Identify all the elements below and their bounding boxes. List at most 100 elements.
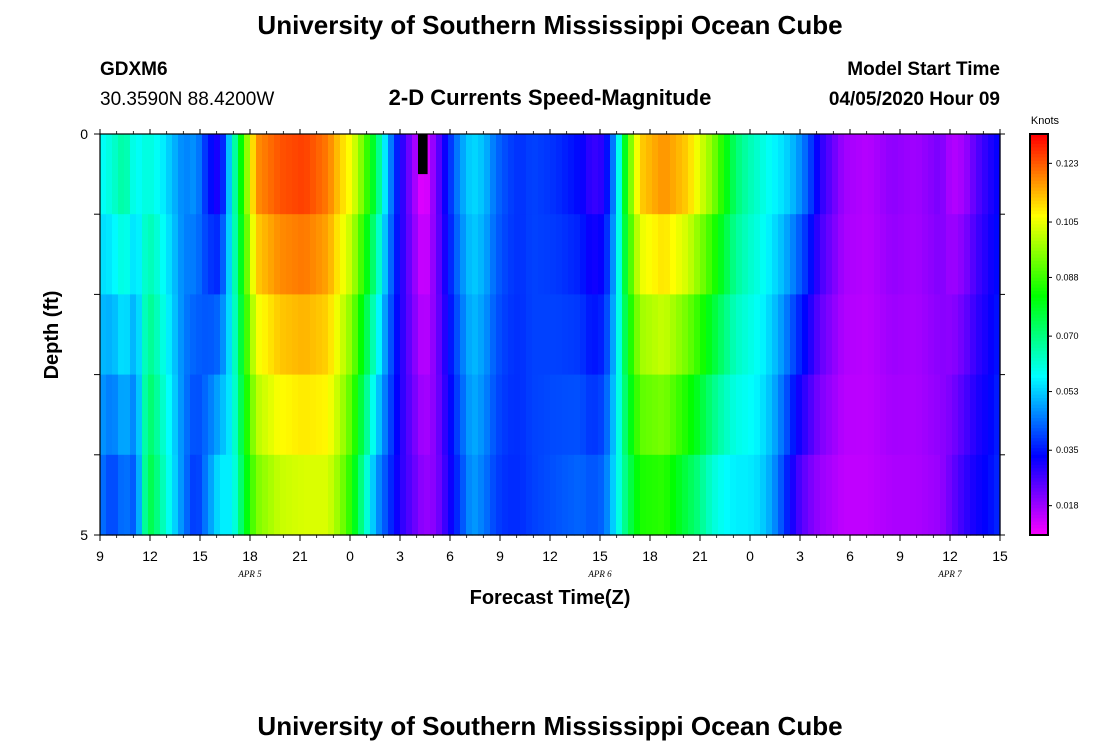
legend-swatch	[1030, 197, 1048, 202]
heatmap-cell	[412, 294, 419, 376]
heatmap-cell	[406, 374, 413, 456]
heatmap-cell	[880, 374, 887, 456]
heatmap-cell	[874, 214, 881, 295]
heatmap-cell	[808, 214, 815, 295]
heatmap-cell	[526, 454, 533, 536]
legend-swatch	[1030, 154, 1048, 159]
heatmap-cell	[130, 454, 137, 536]
heatmap-cell	[718, 454, 725, 536]
heatmap-cell	[838, 134, 845, 215]
heatmap-cell	[886, 134, 893, 215]
heatmap-cell	[898, 294, 905, 376]
heatmap-cell	[466, 294, 473, 376]
heatmap-cell	[424, 134, 431, 215]
heatmap-cell	[388, 454, 395, 536]
heatmap-cell	[994, 294, 1001, 376]
legend-swatch	[1030, 498, 1048, 503]
heatmap-cell	[904, 374, 911, 456]
heatmap-cell	[820, 214, 827, 295]
heatmap-cell	[400, 134, 407, 215]
legend-swatch	[1030, 150, 1048, 155]
date-label: APR 5	[237, 569, 262, 579]
legend-swatch	[1030, 521, 1048, 526]
heatmap-cell	[262, 214, 269, 295]
legend-swatch	[1030, 264, 1048, 269]
heatmap-cell	[250, 374, 257, 456]
heatmap-cell	[202, 294, 209, 376]
heatmap-cell	[316, 294, 323, 376]
heatmap-cell	[310, 134, 317, 215]
heatmap-cell	[670, 294, 677, 376]
heatmap-cell	[784, 294, 791, 376]
heatmap-cell	[118, 294, 125, 376]
legend-swatch	[1030, 428, 1048, 433]
heatmap-cell	[814, 294, 821, 376]
heatmap-cell	[616, 454, 623, 536]
heatmap-cell	[154, 454, 161, 536]
heatmap-cell	[244, 294, 251, 376]
heatmap-cell	[622, 134, 629, 215]
heatmap-cell	[244, 134, 251, 215]
heatmap-cell	[478, 294, 485, 376]
heatmap-cell	[826, 454, 833, 536]
heatmap-cell	[160, 454, 167, 536]
legend-swatch	[1030, 327, 1048, 332]
heatmap-cell	[904, 294, 911, 376]
heatmap-cell	[154, 134, 161, 215]
heatmap-cell	[268, 294, 275, 376]
heatmap-cell	[106, 294, 113, 376]
heatmap-cell	[778, 374, 785, 456]
heatmap-cell	[316, 214, 323, 295]
heatmap-cell	[628, 454, 635, 536]
heatmap-cell	[106, 374, 113, 456]
heatmap-cell	[712, 134, 719, 215]
heatmap-cell	[112, 454, 119, 536]
heatmap-cell	[994, 454, 1001, 536]
heatmap-cell	[976, 374, 983, 456]
heatmap-cell	[790, 454, 797, 536]
heatmap-cell	[190, 134, 197, 215]
heatmap-cell	[598, 374, 605, 456]
heatmap-cell	[616, 374, 623, 456]
heatmap-cell	[346, 214, 353, 295]
heatmap-cell	[532, 294, 539, 376]
legend-tick-label: 0.018	[1056, 501, 1079, 511]
legend-swatch	[1030, 321, 1048, 326]
heatmap-cell	[946, 134, 953, 215]
heatmap-cell	[730, 454, 737, 536]
heatmap-cell	[862, 454, 869, 536]
heatmap-cell	[358, 214, 365, 295]
heatmap-cell	[286, 134, 293, 215]
heatmap-cell	[706, 294, 713, 376]
station-id: GDXM6	[100, 59, 168, 80]
heatmap-cell	[226, 294, 233, 376]
heatmap-cell	[130, 214, 137, 295]
heatmap-cell	[880, 134, 887, 215]
heatmap-cell	[172, 454, 179, 536]
heatmap-cell	[214, 134, 221, 215]
heatmap-cell	[958, 214, 965, 295]
heatmap-cell	[184, 214, 191, 295]
heatmap-cell	[478, 134, 485, 215]
heatmap-cell	[430, 454, 437, 536]
heatmap-cell	[304, 454, 311, 536]
heatmap-cell	[706, 374, 713, 456]
heatmap-cell	[412, 454, 419, 536]
heatmap-cell	[886, 294, 893, 376]
legend-swatch	[1030, 381, 1048, 386]
legend-swatch	[1030, 524, 1048, 530]
heatmap-cell	[118, 214, 125, 295]
heatmap-cell	[856, 294, 863, 376]
heatmap-cell	[586, 214, 593, 295]
legend-swatch	[1030, 200, 1048, 205]
heatmap-cell	[586, 374, 593, 456]
heatmap-cell	[946, 294, 953, 376]
heatmap-cell	[280, 454, 287, 536]
heatmap-cell	[256, 214, 263, 295]
heatmap-cell	[346, 374, 353, 456]
heatmap-cell	[592, 454, 599, 536]
heatmap-cell	[268, 214, 275, 295]
heatmap-cell	[592, 294, 599, 376]
heatmap-cell	[100, 294, 107, 376]
legend-swatch	[1030, 184, 1048, 189]
